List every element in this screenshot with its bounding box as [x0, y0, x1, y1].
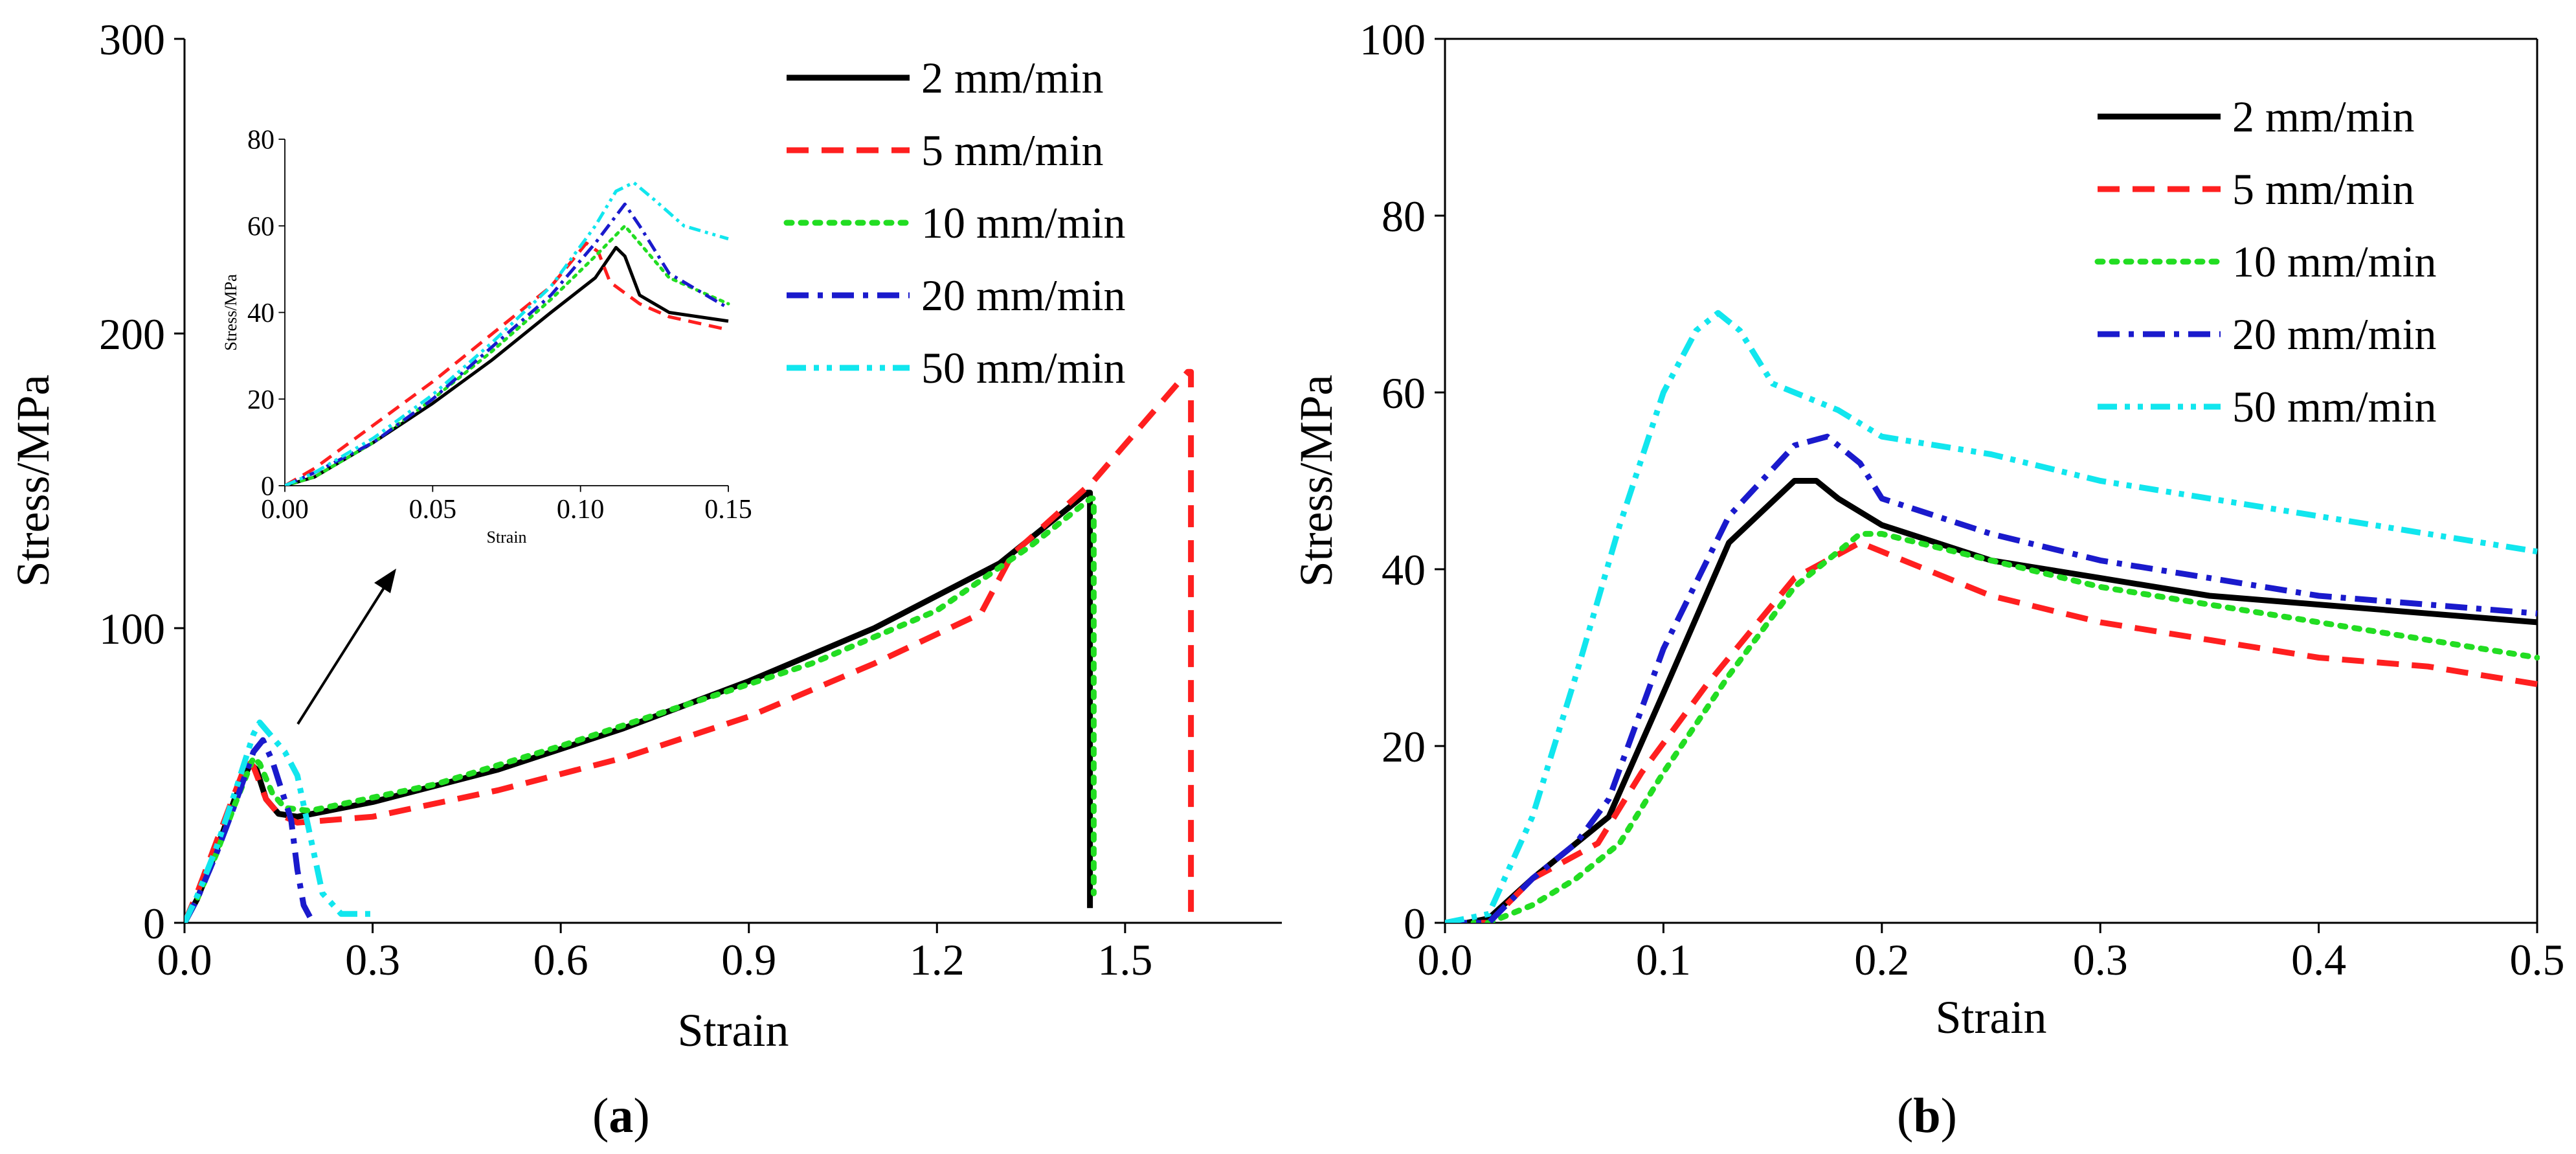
series-group	[1445, 310, 2540, 923]
x-tick-label: 0.4	[2291, 935, 2346, 984]
series-line-10-mm-per-min	[285, 224, 730, 486]
y-tick-label: 80	[247, 126, 274, 155]
zoom-arrow	[297, 569, 396, 725]
x-axis-label: Strain	[678, 1004, 789, 1056]
series-line-50-mm-per-min	[285, 181, 729, 486]
panel-b-chart: 0.0 0.1 0.2 0.3 0.4 0.5 0 20 40 60 80 100 Strain Stre…	[1290, 15, 2565, 1043]
y-tick-label: 200	[99, 310, 165, 359]
series-line-5-mm-per-min	[1445, 539, 2538, 923]
x-tick-label: 0.2	[1854, 935, 1909, 984]
series-line-10-mm-per-min	[185, 495, 1097, 923]
inset-chart: 0.00 0.05 0.10 0.15 0 20 40 60 80 Strain Stress/MP…	[221, 126, 752, 547]
series-line-20-mm-per-min	[1445, 433, 2538, 923]
y-tick-label: 80	[1382, 192, 1426, 241]
x-tick-label: 0.0	[1418, 935, 1473, 984]
legend-label: 20 mm/min	[921, 271, 1125, 320]
legend-label: 50 mm/min	[2232, 382, 2436, 431]
panel-b-label: (b)	[1897, 1089, 1957, 1143]
y-tick-label: 20	[1382, 722, 1426, 771]
x-tick-label: 0.10	[557, 495, 605, 525]
y-tick-label: 0	[143, 899, 165, 948]
series-line-20-mm-per-min	[285, 202, 730, 486]
series-line-5-mm-per-min	[285, 242, 729, 486]
y-tick-label: 60	[247, 212, 274, 242]
series-line-50-mm-per-min	[185, 719, 373, 923]
x-tick-label: 0.3	[345, 935, 400, 984]
legend-label: 10 mm/min	[2232, 237, 2436, 286]
legend-label: 10 mm/min	[921, 198, 1125, 247]
y-axis-label: Stress/MPa	[7, 374, 59, 587]
legend-label: 5 mm/min	[921, 126, 1103, 175]
panel-a-label: (a)	[592, 1089, 650, 1143]
legend-label: 50 mm/min	[921, 343, 1125, 392]
series-line-5-mm-per-min	[185, 368, 1194, 923]
legend-label: 5 mm/min	[2232, 164, 2414, 214]
x-tick-label: 0.05	[409, 495, 457, 525]
x-axis-label: Strain	[1936, 991, 2047, 1043]
legend-label: 20 mm/min	[2232, 310, 2436, 359]
x-tick-label: 1.2	[910, 935, 965, 984]
x-axis-label: Strain	[486, 528, 526, 547]
x-tick-label: 0.5	[2510, 935, 2565, 984]
y-tick-label: 0	[1404, 899, 1426, 948]
x-tick-label: 0.3	[2073, 935, 2128, 984]
series-line-2-mm-per-min	[1445, 478, 2538, 923]
y-tick-label: 0	[261, 472, 274, 502]
series-line-50-mm-per-min	[1445, 310, 2538, 923]
y-tick-label: 40	[247, 299, 274, 328]
series-line-2-mm-per-min	[185, 490, 1093, 923]
x-tick-label: 0.1	[1636, 935, 1691, 984]
y-tick-label: 300	[99, 15, 165, 64]
series-line-10-mm-per-min	[1445, 530, 2540, 923]
y-tick-label: 20	[247, 385, 274, 415]
y-tick-label: 100	[99, 604, 165, 653]
panel-a-chart: 0.0 0.3 0.6 0.9 1.2 1.50100200300StrainStress…	[7, 15, 1282, 1056]
legend-label: 2 mm/min	[2232, 92, 2414, 141]
y-axis-label: Stress/MPa	[1290, 374, 1342, 587]
x-tick-label: 0.15	[704, 495, 752, 525]
series-line-2-mm-per-min	[285, 245, 729, 486]
series-group	[285, 181, 730, 486]
y-tick-label: 40	[1382, 545, 1426, 594]
legend-label: 2 mm/min	[921, 53, 1103, 102]
x-tick-label: 0.9	[721, 935, 776, 984]
x-tick-label: 0.00	[261, 495, 309, 525]
x-tick-label: 0.0	[157, 935, 212, 984]
x-tick-label: 0.6	[533, 935, 588, 984]
y-tick-label: 100	[1360, 15, 1426, 64]
series-group	[185, 368, 1194, 923]
y-axis-label: Stress/MPa	[221, 274, 240, 351]
x-tick-label: 1.5	[1097, 935, 1152, 984]
y-tick-label: 60	[1382, 368, 1426, 418]
